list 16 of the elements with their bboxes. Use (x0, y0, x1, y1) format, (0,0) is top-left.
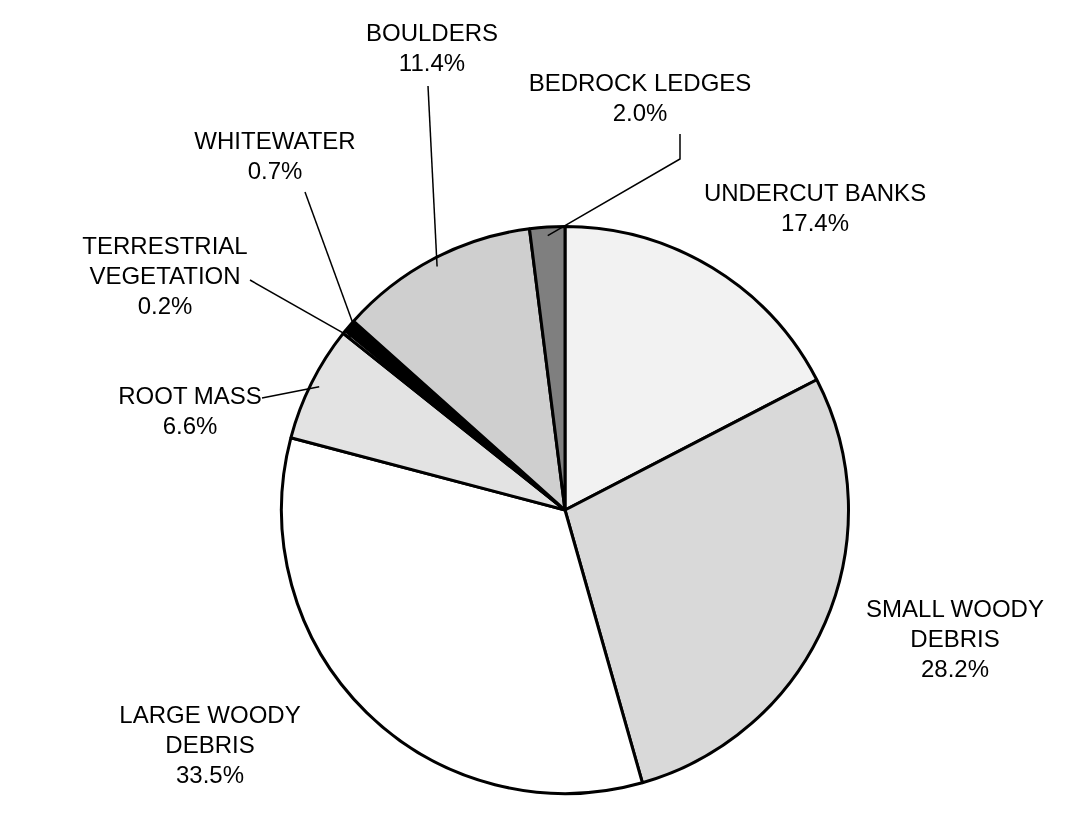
data-label: 6.6% (162, 411, 218, 439)
slice-label: SMALL WOODY DEBRIS (866, 594, 1044, 652)
slice-label: BEDROCK LEDGES (528, 68, 752, 96)
data-label: 33.5% (175, 760, 245, 788)
data-label: 17.4% (780, 208, 850, 236)
data-label: 11.4% (398, 48, 466, 76)
slice-label: TERRESTRIAL VEGETATION (82, 231, 248, 289)
data-label: 2.0% (612, 98, 668, 126)
slice-label: BOULDERS (365, 18, 499, 46)
data-label: 28.2% (920, 654, 990, 682)
slice-label: LARGE WOODY DEBRIS (119, 700, 301, 758)
slice-label: ROOT MASS (118, 381, 262, 409)
slice-label: UNDERCUT BANKS (703, 178, 927, 206)
slice-label: WHITEWATER (194, 126, 356, 154)
data-label: 0.7% (247, 156, 303, 184)
data-label: 0.2% (137, 291, 193, 319)
